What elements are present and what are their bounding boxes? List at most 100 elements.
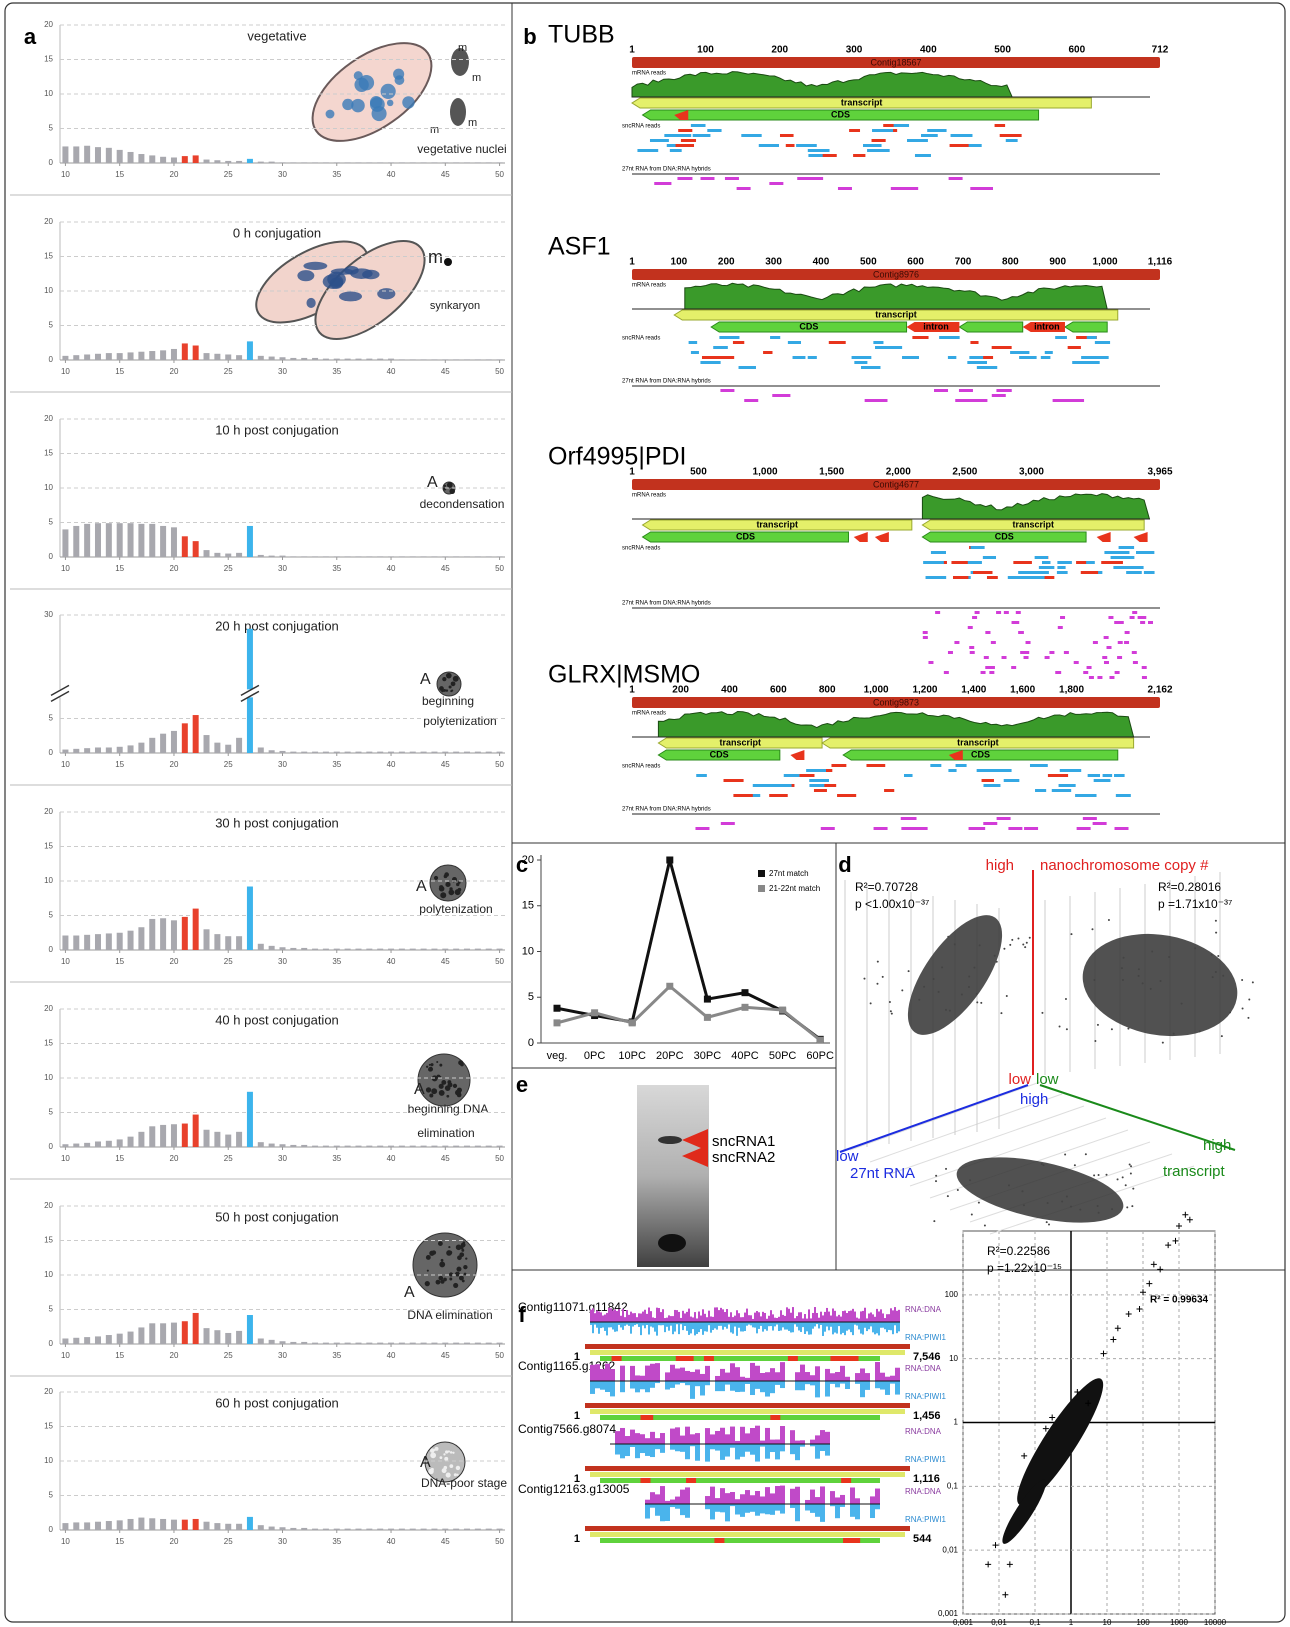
bar [497, 1343, 503, 1344]
sncrna-read [1042, 561, 1050, 564]
rna-dna-coverage [655, 1363, 660, 1381]
bar [193, 715, 199, 753]
piwi-coverage [790, 1504, 795, 1508]
bar [442, 949, 448, 950]
rna-dna-coverage [760, 1496, 765, 1504]
point-cloud [1168, 956, 1170, 958]
scale-label: 1,000 [753, 467, 778, 478]
piwi-coverage [672, 1322, 674, 1334]
contig-bar [585, 1526, 910, 1531]
rna-dna-coverage [825, 1369, 830, 1381]
sncrna-read [953, 576, 968, 579]
rna-dna-coverage [710, 1316, 712, 1322]
piwi-coverage [890, 1322, 892, 1330]
bar [225, 554, 231, 557]
sncrna-read [691, 351, 699, 354]
bar [149, 738, 155, 753]
bar [280, 947, 286, 950]
rna-dna-coverage [758, 1312, 760, 1322]
piwi-coverage [610, 1381, 615, 1396]
bar [334, 949, 340, 950]
cell-image [448, 1246, 450, 1248]
piwi-coverage [612, 1322, 614, 1329]
cell-image [439, 885, 443, 889]
piwi-coverage [605, 1381, 610, 1392]
rna-dna-coverage [675, 1368, 680, 1381]
cell-image [306, 298, 315, 308]
piwi-coverage [838, 1322, 840, 1326]
point-cloud [938, 991, 940, 993]
rna-dna-coverage [740, 1427, 745, 1444]
hybrid-read [997, 817, 1011, 820]
bar [128, 1332, 134, 1344]
rna-dna-coverage [862, 1311, 864, 1322]
piwi-coverage [710, 1504, 715, 1519]
rna-dna-coverage [696, 1318, 698, 1322]
rna-dna-coverage [796, 1316, 798, 1322]
hybrid-read [1109, 676, 1114, 679]
rna-dna-coverage [700, 1374, 705, 1381]
rna-dna-coverage [610, 1369, 615, 1381]
bar [399, 752, 405, 753]
rna-dna-coverage [645, 1438, 650, 1444]
point-cloud [968, 986, 970, 988]
piwi-coverage [778, 1322, 780, 1331]
sncrna-read [689, 341, 698, 344]
piwi-coverage [674, 1322, 676, 1332]
bar [334, 1529, 340, 1530]
rna-dna-coverage [815, 1435, 820, 1444]
x-tick-label: 1000 [1170, 1618, 1188, 1627]
cell-image [339, 291, 362, 301]
piwi-coverage [735, 1504, 740, 1515]
sncrna-read [872, 139, 886, 142]
transcript-label: transcript [957, 737, 999, 747]
bar [258, 162, 264, 163]
bar [236, 936, 242, 950]
sncrna-read [926, 576, 947, 579]
piwi-coverage [670, 1322, 672, 1326]
hybrid-read [1024, 827, 1038, 830]
point-cloud [1041, 1163, 1043, 1165]
hybrid-read [954, 641, 959, 644]
hybrid-read [1074, 661, 1079, 664]
sncrna-read [1004, 779, 1020, 782]
bar [464, 556, 470, 557]
rna-dna-coverage [625, 1436, 630, 1444]
bar [182, 156, 188, 163]
bar [431, 556, 437, 557]
track-label: 27nt RNA from DNA:RNA hybrids [622, 167, 711, 173]
cell-image [451, 690, 453, 692]
hybrid-read [992, 394, 1006, 397]
cell-image [455, 1090, 461, 1096]
transcript-label: transcript [841, 97, 883, 107]
x-tick-label: 35 [332, 957, 341, 966]
cell-image [402, 96, 414, 108]
y-tick-label: 10 [44, 1270, 53, 1279]
marker [742, 1004, 749, 1011]
rna-dna-coverage [890, 1376, 895, 1381]
sncrna-read [681, 139, 696, 142]
coverage [685, 283, 1107, 309]
cell-image [448, 1450, 450, 1452]
sncrna-read [724, 779, 744, 782]
bar [323, 1529, 329, 1530]
sncrna-read [863, 144, 882, 147]
sncrna-read [1081, 571, 1098, 574]
point-cloud [1098, 1212, 1100, 1214]
x-tick-label: 30 [278, 1154, 287, 1163]
bar [258, 747, 264, 753]
rna-dna-coverage [870, 1496, 875, 1504]
cell-image [326, 110, 335, 119]
cell-image [465, 1257, 467, 1259]
marker [704, 1014, 711, 1021]
point-cloud [1048, 1224, 1050, 1226]
point [1151, 1261, 1157, 1267]
point-cloud [945, 1168, 947, 1170]
transcript-bar [590, 1409, 905, 1414]
feature-arrow [790, 750, 804, 760]
piwi-coverage [660, 1504, 665, 1521]
x-tick-label: 45 [441, 760, 450, 769]
piwi-coverage [705, 1504, 710, 1509]
piwi-coverage [752, 1322, 754, 1327]
piwi-coverage [705, 1444, 710, 1462]
